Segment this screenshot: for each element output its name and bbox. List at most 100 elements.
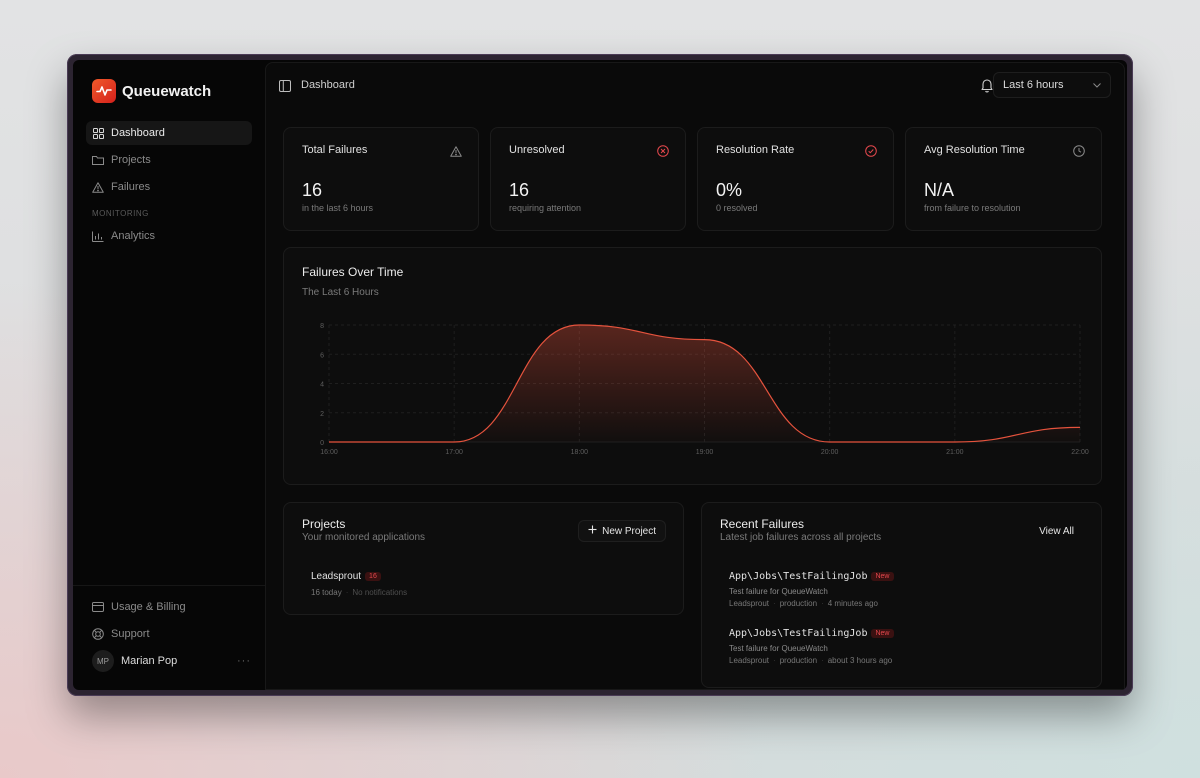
- project-row-leadsprout[interactable]: Leadsprout 16 16 today · No notifications: [311, 566, 407, 597]
- time-range-value: Last 6 hours: [1003, 79, 1064, 91]
- status-badge: New: [871, 629, 894, 638]
- warning-icon: [92, 181, 104, 193]
- x-tick-label: 18:00: [571, 449, 589, 456]
- bar-chart-icon: [92, 230, 104, 242]
- sidebar-bottom-nav: Usage & Billing Support: [86, 595, 252, 649]
- user-name: Marian Pop: [121, 655, 178, 667]
- project-today-count: 16 today: [311, 588, 342, 597]
- avatar: MP: [92, 650, 114, 672]
- x-tick-label: 19:00: [696, 449, 714, 456]
- failure-environment: production: [779, 656, 818, 665]
- status-badge: New: [871, 572, 894, 581]
- stat-subtitle: in the last 6 hours: [302, 203, 374, 213]
- device-frame: Queuewatch Dashboard Projects Failures: [67, 54, 1133, 696]
- grid-icon: [92, 127, 104, 139]
- stat-card-unresolved: Unresolved 16 requiring attention: [490, 127, 686, 231]
- sidebar-toggle-icon[interactable]: [279, 79, 291, 92]
- x-tick-label: 20:00: [821, 449, 839, 456]
- chart-subtitle: The Last 6 Hours: [302, 287, 379, 298]
- nav-section-monitoring: MONITORING: [92, 209, 149, 218]
- clock-icon: [1073, 144, 1085, 157]
- stat-value: 0%: [716, 180, 743, 200]
- x-tick-label: 17:00: [445, 449, 463, 456]
- recent-failures-card: Recent Failures Latest job failures acro…: [701, 502, 1102, 688]
- sidebar-item-label: Analytics: [111, 230, 156, 242]
- failure-job-name: App\Jobs\TestFailingJob: [729, 571, 868, 582]
- user-menu[interactable]: MP Marian Pop ···: [92, 650, 251, 672]
- failure-project: Leadsprout: [729, 599, 770, 608]
- meta-separator: ·: [821, 599, 824, 608]
- new-project-button[interactable]: New Project: [578, 520, 666, 542]
- warning-icon: [450, 144, 462, 157]
- sidebar-item-label: Usage & Billing: [111, 601, 186, 613]
- recent-failures-title: Recent Failures: [720, 517, 805, 531]
- lifebuoy-icon: [92, 628, 104, 640]
- stat-title: Total Failures: [302, 144, 368, 156]
- y-tick-label: 0: [320, 440, 324, 447]
- stat-card-resolution-rate: Resolution Rate 0% 0 resolved: [697, 127, 894, 231]
- main-panel: Dashboard Last 6 hours Total Failures 16…: [265, 62, 1125, 690]
- y-tick-label: 8: [320, 323, 324, 330]
- recent-failures-subtitle: Latest job failures across all projects: [720, 532, 882, 543]
- stat-title: Unresolved: [509, 144, 565, 156]
- stat-card-total-failures: Total Failures 16 in the last 6 hours: [283, 127, 479, 231]
- brand[interactable]: Queuewatch: [92, 79, 211, 103]
- failure-item[interactable]: App\Jobs\TestFailingJob New Test failure …: [729, 566, 894, 608]
- view-all-label: View All: [1039, 525, 1074, 537]
- failure-job-name: App\Jobs\TestFailingJob: [729, 628, 868, 639]
- y-tick-label: 2: [320, 411, 324, 418]
- stat-value: N/A: [924, 180, 955, 200]
- pulse-logo-icon: [92, 79, 116, 103]
- projects-card: Projects Your monitored applications New…: [283, 502, 684, 615]
- meta-separator: ·: [821, 656, 824, 665]
- new-project-label: New Project: [602, 525, 656, 537]
- sidebar-nav: Dashboard Projects Failures MONITORING A…: [86, 121, 252, 251]
- project-name: Leadsprout: [311, 571, 362, 582]
- plus-icon: [588, 525, 597, 537]
- y-tick-label: 6: [320, 352, 324, 359]
- stat-subtitle: requiring attention: [509, 203, 582, 213]
- chevron-down-icon: [1093, 79, 1101, 91]
- x-tick-label: 22:00: [1071, 449, 1089, 456]
- projects-subtitle: Your monitored applications: [302, 532, 426, 543]
- failure-item[interactable]: App\Jobs\TestFailingJob New Test failure …: [729, 623, 894, 665]
- folder-icon: [92, 154, 104, 166]
- time-range-select[interactable]: Last 6 hours: [993, 72, 1111, 98]
- app-window: Queuewatch Dashboard Projects Failures: [73, 60, 1127, 690]
- sidebar-divider: [73, 585, 265, 586]
- stat-subtitle: 0 resolved: [716, 203, 758, 213]
- sidebar-item-label: Dashboard: [111, 127, 165, 139]
- meta-separator: ·: [345, 588, 349, 597]
- sidebar: Queuewatch Dashboard Projects Failures: [73, 60, 265, 690]
- projects-title: Projects: [302, 517, 346, 531]
- sidebar-item-dashboard[interactable]: Dashboard: [86, 121, 252, 145]
- sidebar-item-projects[interactable]: Projects: [86, 148, 252, 172]
- stat-value: 16: [302, 180, 323, 200]
- failure-environment: production: [779, 599, 818, 608]
- sidebar-item-failures[interactable]: Failures: [86, 175, 252, 199]
- sidebar-item-analytics[interactable]: Analytics: [86, 224, 252, 248]
- meta-separator: ·: [773, 599, 776, 608]
- area-fill: [329, 325, 1080, 442]
- failures-chart: 0 2 4 6 8 16:00 17:00 18:00 19:00 20:00 21:00 22:00: [320, 323, 1089, 456]
- stat-title: Avg Resolution Time: [924, 144, 1025, 156]
- more-options-button[interactable]: ···: [237, 655, 251, 667]
- stat-card-avg-resolution-time: Avg Resolution Time N/A from failure to …: [905, 127, 1102, 231]
- sidebar-item-label: Support: [111, 628, 150, 640]
- failure-time: about 3 hours ago: [827, 656, 893, 665]
- meta-separator: ·: [773, 656, 776, 665]
- sidebar-item-usage-billing[interactable]: Usage & Billing: [86, 595, 252, 619]
- x-tick-label: 16:00: [320, 449, 338, 456]
- bell-icon[interactable]: [979, 77, 995, 93]
- failure-time: 4 minutes ago: [827, 599, 878, 608]
- view-all-button[interactable]: View All: [1029, 520, 1084, 542]
- sidebar-item-support[interactable]: Support: [86, 622, 252, 646]
- sidebar-item-label: Failures: [111, 181, 151, 193]
- breadcrumb: Dashboard: [301, 79, 355, 91]
- app-name: Queuewatch: [122, 82, 212, 100]
- failure-description: Test failure for QueueWatch: [729, 587, 828, 596]
- failure-count-badge: 16: [365, 572, 381, 581]
- top-bar: Dashboard Last 6 hours: [266, 63, 1124, 107]
- x-tick-label: 21:00: [946, 449, 964, 456]
- credit-card-icon: [92, 601, 104, 613]
